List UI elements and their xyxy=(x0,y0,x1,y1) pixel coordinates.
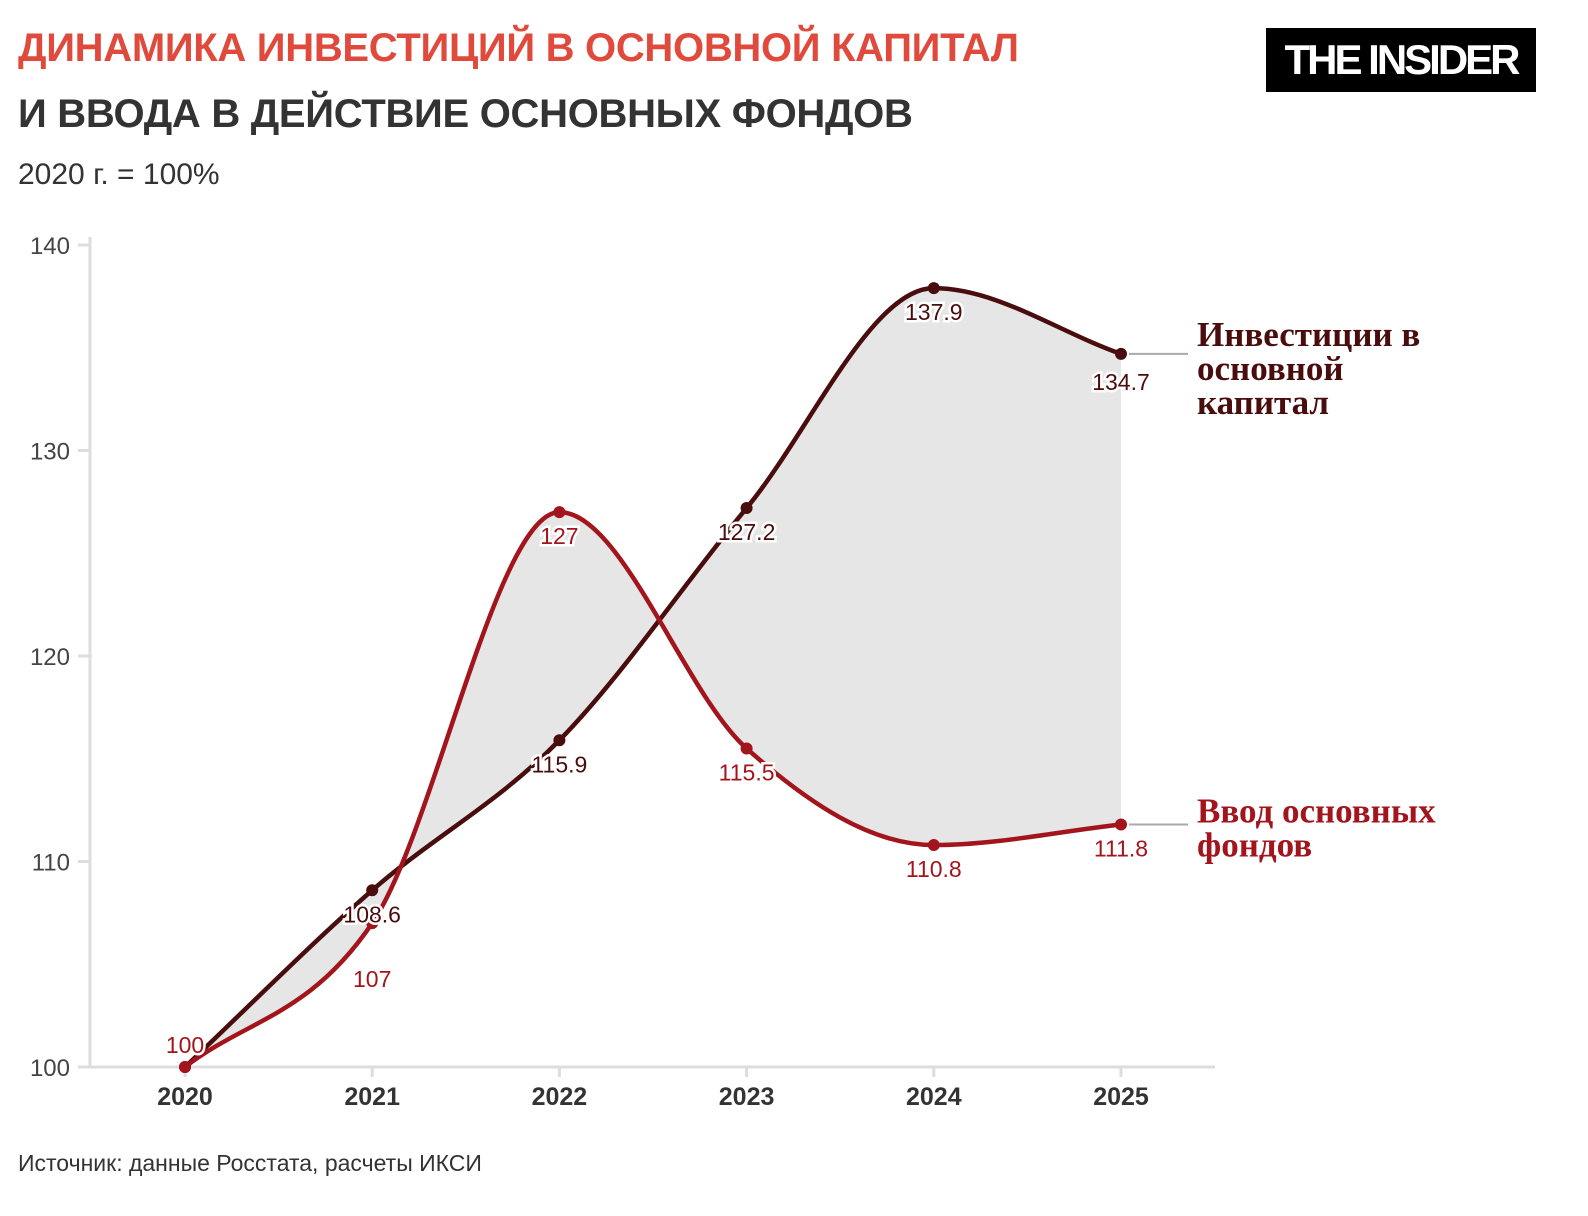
data-point xyxy=(740,742,753,755)
data-label: 107 xyxy=(353,966,391,992)
data-label: 115.9 xyxy=(531,751,587,777)
brand-logo: THE INSIDER xyxy=(1266,28,1536,92)
x-tick-label: 2020 xyxy=(157,1083,213,1111)
axis-layer: 100 110 120 130 140 2020 2021 2022 2023 2024 2025 xyxy=(30,233,1215,1111)
x-tick-label: 2025 xyxy=(1093,1083,1149,1111)
data-point xyxy=(366,917,379,930)
area-between-series xyxy=(185,288,1121,1067)
series-name-label: капитал xyxy=(1197,383,1329,422)
chart-unit: 2020 г. = 100% xyxy=(18,158,220,191)
y-tick-label: 100 xyxy=(30,1055,70,1082)
data-point xyxy=(553,506,566,519)
chart-title: ДИНАМИКА ИНВЕСТИЦИЙ В ОСНОВНОЙ КАПИТАЛ xyxy=(18,26,1019,70)
data-point xyxy=(927,282,940,295)
chart-subtitle: И ВВОДА В ДЕЙСТВИЕ ОСНОВНЫХ ФОНДОВ xyxy=(18,92,913,136)
data-point xyxy=(1115,818,1127,831)
point-layer xyxy=(179,282,1127,1073)
y-tick-label: 140 xyxy=(30,233,70,260)
x-tick-label: 2024 xyxy=(906,1083,962,1111)
y-tick-label: 110 xyxy=(32,850,70,877)
source-note: Источник: данные Росстата, расчеты ИКСИ xyxy=(18,1150,482,1176)
data-label: 115.5 xyxy=(719,759,775,785)
x-tick-label: 2021 xyxy=(344,1083,400,1111)
data-point xyxy=(366,884,379,897)
series-name-label: Инвестиции в xyxy=(1197,315,1420,354)
area-layer xyxy=(185,288,1121,1067)
data-label: 127.2 xyxy=(718,519,776,545)
label-layer: 108.6 115.9 127.2 137.9 134.7 100 107 127 115.5 1… xyxy=(163,297,1436,1061)
x-tick-label: 2022 xyxy=(532,1083,588,1111)
data-point xyxy=(553,734,566,747)
data-label: 110.8 xyxy=(906,856,962,882)
data-label: 111.8 xyxy=(1094,836,1148,862)
series-name-label: основной xyxy=(1197,349,1344,388)
x-tick-label: 2023 xyxy=(719,1083,775,1111)
data-label: 100 xyxy=(166,1032,204,1058)
series-name-label: фондов xyxy=(1197,826,1312,865)
data-point xyxy=(1115,347,1127,360)
data-label: 108.6 xyxy=(343,901,401,927)
data-point xyxy=(179,1061,191,1073)
data-label: 134.7 xyxy=(1092,369,1150,395)
data-label: 137.9 xyxy=(905,299,963,325)
series-name-label: Ввод основных xyxy=(1197,792,1436,831)
data-label: 127 xyxy=(540,523,578,549)
data-point xyxy=(740,502,753,515)
y-tick-label: 130 xyxy=(30,439,70,466)
y-tick-label: 120 xyxy=(30,644,70,671)
data-point xyxy=(927,839,940,852)
